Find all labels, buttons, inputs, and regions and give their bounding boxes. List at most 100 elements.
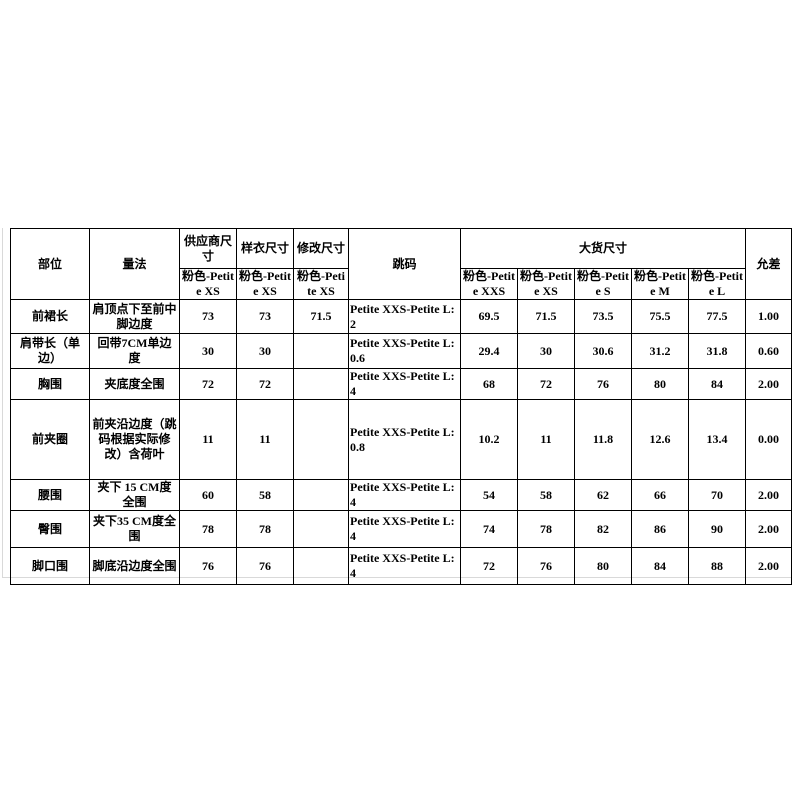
part-cell: 胸围: [10, 368, 90, 400]
header-part: 部位: [10, 228, 90, 300]
grading-cell: Petite XXS-Petite L:4: [348, 510, 461, 548]
part-cell: 前裙长: [10, 299, 90, 334]
supplier-value-cell: 78: [179, 510, 237, 548]
header-bulk-size-m: 粉色-Petite M: [631, 268, 689, 300]
grading-cell: Petite XXS-Petite L:4: [348, 479, 461, 511]
header-sample-size: 粉色-Petite XS: [236, 268, 294, 300]
grading-cell: Petite XXS-Petite L:4: [348, 547, 461, 585]
header-row-2: 粉色-Petite XS 粉色-Petite XS 粉色-Petite XS 粉…: [11, 268, 792, 300]
header-bulk-size-xxs: 粉色-Petite XXS: [460, 268, 518, 300]
bulk-xs-cell: 58: [517, 479, 575, 511]
method-cell: 前夹沿边度（跳码根据实际修改）含荷叶: [89, 399, 180, 480]
grading-cell: Petite XXS-Petite L:0.6: [348, 333, 461, 369]
part-cell: 腰围: [10, 479, 90, 511]
header-modified-size: 粉色-Petite XS: [293, 268, 349, 300]
size-spec-table: 部位 量法 供应商尺寸 样衣尺寸 修改尺寸 跳码 大货尺寸 允差 粉色-Peti…: [10, 228, 793, 585]
bulk-m-cell: 86: [631, 510, 689, 548]
bulk-m-cell: 31.2: [631, 333, 689, 369]
bulk-m-cell: 12.6: [631, 399, 689, 480]
part-cell: 肩带长（单边）: [10, 333, 90, 369]
bulk-xxs-cell: 74: [460, 510, 518, 548]
bulk-s-cell: 76: [574, 368, 632, 400]
modified-value-cell: [293, 333, 349, 369]
bulk-m-cell: 75.5: [631, 299, 689, 334]
bulk-l-cell: 13.4: [687, 399, 747, 480]
tolerance-cell: 1.00: [745, 299, 793, 334]
sheet-gridline-vertical: [2, 228, 3, 578]
tolerance-cell: 2.00: [745, 547, 793, 585]
bulk-xxs-cell: 54: [460, 479, 518, 511]
grading-cell: Petite XXS-Petite L:4: [348, 368, 461, 400]
sample-value-cell: 72: [236, 368, 294, 400]
bulk-s-cell: 62: [574, 479, 632, 511]
modified-value-cell: [293, 368, 349, 400]
header-grading: 跳码: [348, 228, 461, 300]
table-row: 胸围 夹底度全围 72 72 Petite XXS-Petite L:4 68 …: [10, 368, 793, 400]
sample-value-cell: 11: [236, 399, 294, 480]
header-bulk: 大货尺寸: [459, 228, 747, 269]
bulk-xxs-cell: 29.4: [460, 333, 518, 369]
bulk-xs-cell: 76: [517, 547, 575, 585]
table-row: 前夹圈 前夹沿边度（跳码根据实际修改）含荷叶 11 11 Petite XXS-…: [10, 399, 793, 480]
header-row-1: 部位 量法 供应商尺寸 样衣尺寸 修改尺寸 跳码 大货尺寸 允差: [10, 228, 793, 300]
table-row: 肩带长（单边） 回带7CM单边度 30 30 Petite XXS-Petite…: [10, 333, 793, 369]
method-cell: 脚底沿边度全围: [89, 547, 180, 585]
modified-value-cell: [293, 547, 349, 585]
bulk-s-cell: 82: [574, 510, 632, 548]
sample-value-cell: 58: [236, 479, 294, 511]
bulk-xs-cell: 30: [517, 333, 575, 369]
modified-value-cell: 71.5: [293, 299, 349, 334]
header-supplier: 供应商尺寸: [179, 228, 237, 269]
part-cell: 臀围: [10, 510, 90, 548]
header-method: 量法: [89, 228, 180, 300]
bulk-xxs-cell: 72: [460, 547, 518, 585]
bulk-xxs-cell: 68: [460, 368, 518, 400]
bulk-l-cell: 77.5: [687, 299, 747, 334]
method-cell: 夹底度全围: [89, 368, 180, 400]
method-cell: 夹下 15 CM度全围: [89, 479, 180, 511]
bulk-l-cell: 84: [687, 368, 747, 400]
tolerance-cell: 2.00: [745, 479, 793, 511]
supplier-value-cell: 11: [179, 399, 237, 480]
modified-value-cell: [293, 510, 349, 548]
header-sample: 样衣尺寸: [236, 228, 294, 269]
method-cell: 回带7CM单边度: [89, 333, 180, 369]
bulk-xxs-cell: 69.5: [460, 299, 518, 334]
sample-value-cell: 73: [236, 299, 294, 334]
tolerance-cell: 2.00: [745, 510, 793, 548]
header-bulk-size-xs: 粉色-Petite XS: [517, 268, 575, 300]
bulk-s-cell: 80: [574, 547, 632, 585]
tolerance-cell: 0.00: [745, 399, 793, 480]
method-cell: 肩顶点下至前中脚边度: [89, 299, 180, 334]
bulk-xxs-cell: 10.2: [460, 399, 518, 480]
supplier-value-cell: 73: [179, 299, 237, 334]
header-tolerance: 允差: [745, 228, 793, 300]
modified-value-cell: [293, 479, 349, 511]
bulk-l-cell: 88: [687, 547, 747, 585]
part-cell: 脚口围: [10, 547, 90, 585]
supplier-value-cell: 72: [179, 368, 237, 400]
bulk-s-cell: 73.5: [574, 299, 632, 334]
bulk-xs-cell: 11: [517, 399, 575, 480]
modified-value-cell: [293, 399, 349, 480]
table-row: 前裙长 肩顶点下至前中脚边度 73 73 71.5 Petite XXS-Pet…: [10, 299, 793, 334]
method-cell: 夹下35 CM度全围: [89, 510, 180, 548]
sample-value-cell: 30: [236, 333, 294, 369]
header-bulk-size-l: 粉色-Petite L: [687, 268, 747, 300]
supplier-value-cell: 60: [179, 479, 237, 511]
header-bulk-size-s: 粉色-Petite S: [574, 268, 632, 300]
bulk-xs-cell: 78: [517, 510, 575, 548]
header-modified: 修改尺寸: [293, 228, 349, 269]
bulk-l-cell: 70: [687, 479, 747, 511]
supplier-value-cell: 76: [179, 547, 237, 585]
grading-cell: Petite XXS-Petite L:2: [348, 299, 461, 334]
bulk-s-cell: 30.6: [574, 333, 632, 369]
bulk-m-cell: 84: [631, 547, 689, 585]
tolerance-cell: 2.00: [745, 368, 793, 400]
bulk-l-cell: 31.8: [687, 333, 747, 369]
table-row: 脚口围 脚底沿边度全围 76 76 Petite XXS-Petite L:4 …: [10, 547, 793, 585]
bulk-xs-cell: 71.5: [517, 299, 575, 334]
table-row: 腰围 夹下 15 CM度全围 60 58 Petite XXS-Petite L…: [10, 479, 793, 511]
bulk-l-cell: 90: [687, 510, 747, 548]
